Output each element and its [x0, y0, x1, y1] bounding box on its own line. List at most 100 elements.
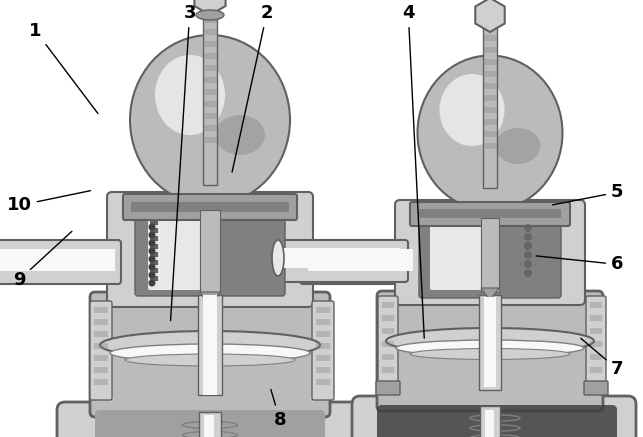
Circle shape — [524, 260, 532, 268]
Text: 9: 9 — [13, 231, 72, 289]
Bar — [308, 249, 413, 271]
Bar — [590, 367, 602, 373]
Bar — [483, 107, 497, 113]
FancyBboxPatch shape — [90, 292, 330, 417]
FancyBboxPatch shape — [95, 410, 325, 437]
Ellipse shape — [417, 55, 563, 211]
Bar — [483, 119, 497, 125]
Bar — [94, 367, 108, 373]
FancyBboxPatch shape — [57, 402, 363, 437]
Polygon shape — [481, 288, 499, 300]
Circle shape — [524, 251, 532, 259]
Bar — [204, 415, 214, 437]
Bar — [203, 53, 217, 59]
Ellipse shape — [155, 55, 225, 135]
Ellipse shape — [215, 115, 265, 155]
Bar — [382, 302, 394, 308]
Bar — [200, 210, 220, 292]
Bar — [382, 354, 394, 360]
FancyBboxPatch shape — [586, 296, 606, 388]
Bar — [590, 315, 602, 321]
Bar — [382, 315, 394, 321]
FancyBboxPatch shape — [377, 405, 617, 437]
Ellipse shape — [396, 340, 584, 356]
Bar — [590, 328, 602, 334]
Bar — [0, 249, 115, 271]
Bar — [203, 89, 217, 95]
FancyBboxPatch shape — [395, 200, 585, 305]
Circle shape — [524, 269, 532, 277]
Bar — [94, 355, 108, 361]
Bar — [203, 101, 217, 107]
Text: 5: 5 — [552, 183, 624, 205]
Bar — [316, 331, 330, 337]
Bar — [94, 343, 108, 349]
Bar — [150, 236, 158, 241]
Bar — [203, 295, 217, 395]
Bar — [483, 71, 497, 77]
Bar — [483, 47, 497, 53]
Bar — [150, 276, 158, 281]
Circle shape — [149, 264, 156, 271]
Circle shape — [149, 280, 156, 287]
Bar — [479, 295, 501, 390]
Ellipse shape — [110, 344, 310, 362]
Ellipse shape — [272, 240, 284, 276]
Bar — [203, 137, 217, 143]
Text: 7: 7 — [581, 338, 624, 378]
Bar — [203, 113, 217, 119]
Bar — [316, 379, 330, 385]
Bar — [590, 302, 602, 308]
FancyBboxPatch shape — [135, 202, 285, 296]
Text: 4: 4 — [402, 4, 424, 338]
Ellipse shape — [100, 331, 320, 359]
Circle shape — [524, 224, 532, 232]
Bar — [316, 343, 330, 349]
Circle shape — [149, 247, 156, 254]
Bar — [480, 406, 500, 437]
Bar — [316, 367, 330, 373]
Bar — [483, 23, 497, 188]
FancyBboxPatch shape — [0, 240, 121, 284]
Text: 2: 2 — [232, 4, 273, 172]
Bar — [316, 307, 330, 313]
Bar — [484, 297, 496, 387]
Ellipse shape — [196, 10, 224, 20]
FancyBboxPatch shape — [123, 194, 297, 220]
Bar — [382, 341, 394, 347]
Ellipse shape — [125, 354, 295, 366]
Bar — [316, 319, 330, 325]
Bar — [483, 143, 497, 149]
Bar — [94, 379, 108, 385]
Bar — [485, 410, 494, 437]
Bar — [199, 412, 221, 437]
Bar — [94, 307, 108, 313]
Bar — [94, 331, 108, 337]
FancyBboxPatch shape — [430, 216, 484, 290]
Bar — [203, 5, 217, 11]
Circle shape — [149, 239, 156, 246]
FancyBboxPatch shape — [410, 202, 570, 226]
Bar — [150, 252, 158, 257]
FancyBboxPatch shape — [90, 301, 112, 400]
FancyBboxPatch shape — [300, 240, 421, 284]
Ellipse shape — [410, 348, 570, 360]
Text: 6: 6 — [536, 255, 624, 274]
Text: 3: 3 — [170, 4, 196, 321]
FancyBboxPatch shape — [131, 202, 289, 212]
Bar — [203, 29, 217, 35]
Circle shape — [524, 242, 532, 250]
Circle shape — [149, 232, 156, 239]
FancyBboxPatch shape — [148, 208, 202, 290]
Bar — [150, 244, 158, 249]
Bar — [150, 260, 158, 265]
Bar — [483, 59, 497, 65]
Bar — [483, 131, 497, 137]
Bar — [483, 23, 497, 29]
Bar — [150, 228, 158, 233]
Text: 8: 8 — [271, 389, 286, 429]
Text: 1: 1 — [29, 21, 98, 114]
Bar — [382, 328, 394, 334]
Bar — [382, 367, 394, 373]
Bar — [203, 17, 217, 23]
